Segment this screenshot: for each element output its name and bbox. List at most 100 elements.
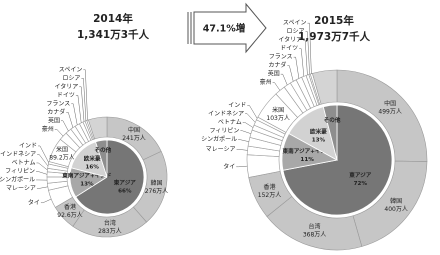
chart-subtitle: 1,341万3千人 <box>77 28 150 41</box>
slice-label: 米国 <box>56 146 68 154</box>
value-label: 241万人 <box>122 135 145 142</box>
value-label: 89.2万人 <box>49 155 74 162</box>
leader-line <box>303 39 308 76</box>
leader-line <box>79 86 85 122</box>
inner-label: 東南アジア+インド <box>283 147 333 155</box>
inner-value-label: 66% <box>118 188 132 194</box>
slice-label: イタリア <box>54 82 78 90</box>
slice-label: ドイツ <box>57 92 75 99</box>
slice-label: インドネシア <box>208 110 244 117</box>
leader-line <box>81 78 87 121</box>
leader-line <box>236 149 248 151</box>
slice-label: 英国 <box>268 70 280 78</box>
value-label: 152万人 <box>258 192 281 199</box>
leader-line <box>83 69 88 121</box>
slice-label: マレーシア <box>206 146 236 153</box>
slice-label: 英国 <box>48 116 60 124</box>
leader-line <box>272 82 281 91</box>
inner-value-label: 16% <box>85 165 99 171</box>
inner-label: 東南アジア+インド <box>62 172 112 180</box>
slice-label: フランス <box>46 100 70 107</box>
leader-line <box>36 162 48 171</box>
growth-arrow <box>187 2 267 54</box>
slice-label: 台湾 <box>104 219 116 227</box>
leader-line <box>38 145 49 163</box>
slice-label: カナダ <box>268 61 286 69</box>
value-label: 92.6万人 <box>57 212 82 219</box>
inner-label: 東アジア <box>114 178 137 186</box>
slice-label: フィリピン <box>5 168 35 175</box>
leader-line <box>299 48 305 77</box>
leader-line <box>245 113 256 123</box>
slice-label: 豪州 <box>260 78 272 86</box>
slice-label: シンガポール <box>201 135 237 143</box>
slice-label: フランス <box>269 54 293 61</box>
inner-value-label: 11% <box>300 157 314 163</box>
slice-label: スペイン <box>59 66 83 73</box>
slice-label: ベトナム <box>218 119 242 126</box>
slice-label: 中国 <box>128 126 140 134</box>
value-label: 276万人 <box>145 188 168 195</box>
leader-line <box>236 165 248 168</box>
leader-line <box>240 130 252 134</box>
value-label: 103万人 <box>266 115 289 122</box>
slice-label: ドイツ <box>280 45 298 52</box>
value-label: 368万人 <box>303 232 326 239</box>
slice-label: 韓国 <box>150 179 162 187</box>
slice-label: スペイン <box>283 20 307 27</box>
leader-line <box>37 154 49 167</box>
inner-value-label: 13% <box>80 182 94 188</box>
leader-line <box>75 95 82 123</box>
leader-line <box>247 105 258 119</box>
inner-label: 東アジア <box>349 171 372 179</box>
slice-label: 米国 <box>272 106 284 114</box>
leader-line <box>238 139 249 142</box>
slice-label: シンガポール <box>0 175 35 183</box>
chart-subtitle: 1,973万7千人 <box>298 30 371 43</box>
slice-label: 豪州 <box>42 125 54 133</box>
leader-line <box>242 122 254 128</box>
chart-title: 2014年 <box>93 12 133 25</box>
leader-line <box>293 56 300 79</box>
value-label: 283万人 <box>98 228 121 235</box>
slice-label: タイ <box>223 162 235 170</box>
slice-label: ベトナム <box>12 159 36 166</box>
leader-line <box>280 73 288 86</box>
inner-label: 欧米豪 <box>84 155 101 163</box>
value-label: 499万人 <box>378 108 401 115</box>
slice-label: ロシア <box>287 28 305 35</box>
inner-slice <box>75 139 145 215</box>
slice-label: 中国 <box>384 99 396 107</box>
inner-slice <box>322 104 338 161</box>
leader-line <box>36 186 48 189</box>
chart-title: 2015年 <box>314 14 354 27</box>
slice-label: インド <box>19 142 37 149</box>
slice-label: カナダ <box>47 108 65 116</box>
slice-label: 韓国 <box>390 197 402 205</box>
growth-label: 47.1%増 <box>203 23 246 35</box>
inner-label: その他 <box>324 116 341 124</box>
leader-line <box>40 198 52 204</box>
leader-line <box>71 103 78 125</box>
slice-label: 香港 <box>64 203 76 211</box>
slice-label: フィリピン <box>209 127 239 134</box>
slice-label: インド <box>228 102 246 109</box>
inner-slice <box>95 139 108 178</box>
outer-slice <box>88 116 108 140</box>
inner-value-label: 72% <box>354 181 368 187</box>
slice-label: 台湾 <box>309 223 321 231</box>
slice-label: タイ <box>28 198 40 206</box>
leader-line <box>66 112 74 128</box>
outer-slice <box>312 69 338 105</box>
leader-line <box>36 171 48 175</box>
slice-label: イタリア <box>278 36 302 44</box>
leader-line <box>307 22 312 74</box>
slice-label: ロシア <box>62 75 80 82</box>
leader-line <box>54 129 64 137</box>
inner-label: 欧米豪 <box>310 128 327 136</box>
inner-value-label: 13% <box>312 138 326 144</box>
leader-line <box>305 31 310 75</box>
leader-line <box>60 120 69 132</box>
inner-label: その他 <box>94 146 111 154</box>
